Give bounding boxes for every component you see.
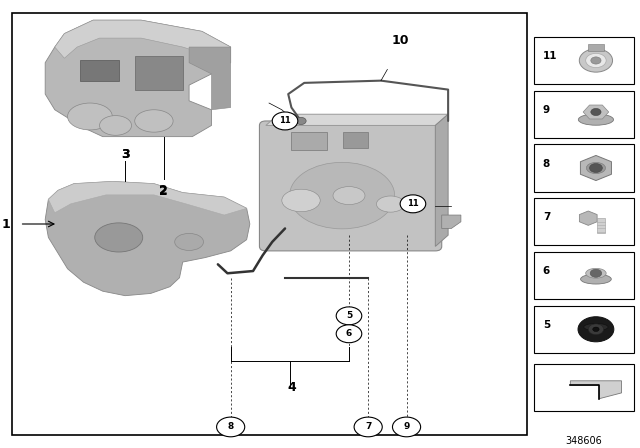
Polygon shape	[435, 114, 448, 246]
Bar	[597, 218, 605, 233]
Text: 3: 3	[121, 148, 129, 161]
Bar	[534, 198, 634, 246]
Polygon shape	[266, 114, 448, 125]
Circle shape	[579, 49, 612, 72]
Polygon shape	[442, 215, 461, 228]
Ellipse shape	[175, 233, 204, 250]
Text: 5: 5	[543, 320, 550, 330]
Text: 8: 8	[543, 159, 550, 168]
Circle shape	[272, 112, 298, 130]
Ellipse shape	[580, 274, 611, 284]
Polygon shape	[580, 155, 611, 181]
Polygon shape	[49, 181, 246, 215]
Bar	[291, 132, 326, 150]
Text: 7: 7	[543, 212, 550, 222]
Circle shape	[593, 327, 599, 332]
Polygon shape	[579, 211, 597, 225]
Circle shape	[392, 417, 420, 437]
Text: 4: 4	[287, 381, 296, 394]
Circle shape	[586, 53, 606, 68]
Ellipse shape	[68, 103, 113, 130]
Polygon shape	[45, 181, 250, 296]
Text: 3: 3	[121, 148, 129, 161]
Text: 8: 8	[228, 422, 234, 431]
Text: 6: 6	[346, 329, 352, 338]
Ellipse shape	[135, 110, 173, 132]
Text: 11: 11	[279, 116, 291, 125]
Circle shape	[336, 325, 362, 343]
Ellipse shape	[584, 323, 608, 331]
Ellipse shape	[289, 162, 395, 229]
Text: 7: 7	[365, 422, 371, 431]
Polygon shape	[55, 20, 230, 58]
Text: 1: 1	[1, 217, 10, 231]
FancyBboxPatch shape	[259, 121, 442, 251]
Polygon shape	[570, 381, 621, 399]
Circle shape	[590, 269, 602, 277]
Circle shape	[296, 117, 306, 125]
Polygon shape	[189, 47, 230, 110]
Polygon shape	[583, 105, 609, 119]
Ellipse shape	[579, 114, 614, 125]
Ellipse shape	[376, 196, 404, 212]
Text: 9: 9	[403, 422, 410, 431]
Bar	[534, 306, 634, 353]
Text: 348606: 348606	[566, 436, 602, 446]
Polygon shape	[81, 60, 119, 81]
Text: 2: 2	[159, 185, 168, 198]
Circle shape	[216, 417, 244, 437]
Circle shape	[354, 417, 382, 437]
Bar	[534, 91, 634, 138]
Circle shape	[400, 195, 426, 213]
Text: 2: 2	[159, 184, 168, 197]
Circle shape	[336, 307, 362, 325]
Text: 10: 10	[392, 34, 409, 47]
Circle shape	[578, 317, 614, 342]
Circle shape	[588, 324, 604, 335]
Ellipse shape	[586, 268, 606, 278]
Text: 6: 6	[543, 266, 550, 276]
Ellipse shape	[282, 189, 320, 211]
Bar	[534, 37, 634, 84]
Bar	[534, 252, 634, 299]
Polygon shape	[135, 56, 182, 90]
Bar	[12, 13, 527, 435]
Text: 11: 11	[407, 199, 419, 208]
Circle shape	[591, 57, 601, 64]
Bar	[342, 132, 368, 148]
Text: 5: 5	[346, 311, 352, 320]
Bar	[588, 44, 604, 51]
Polygon shape	[45, 20, 230, 137]
Ellipse shape	[333, 187, 365, 205]
Ellipse shape	[100, 116, 132, 135]
Circle shape	[589, 164, 602, 172]
Text: 11: 11	[543, 51, 557, 61]
Bar	[534, 145, 634, 192]
Ellipse shape	[95, 223, 143, 252]
Text: 9: 9	[543, 105, 550, 115]
Bar	[534, 364, 634, 411]
Circle shape	[591, 108, 601, 116]
Ellipse shape	[586, 162, 605, 174]
